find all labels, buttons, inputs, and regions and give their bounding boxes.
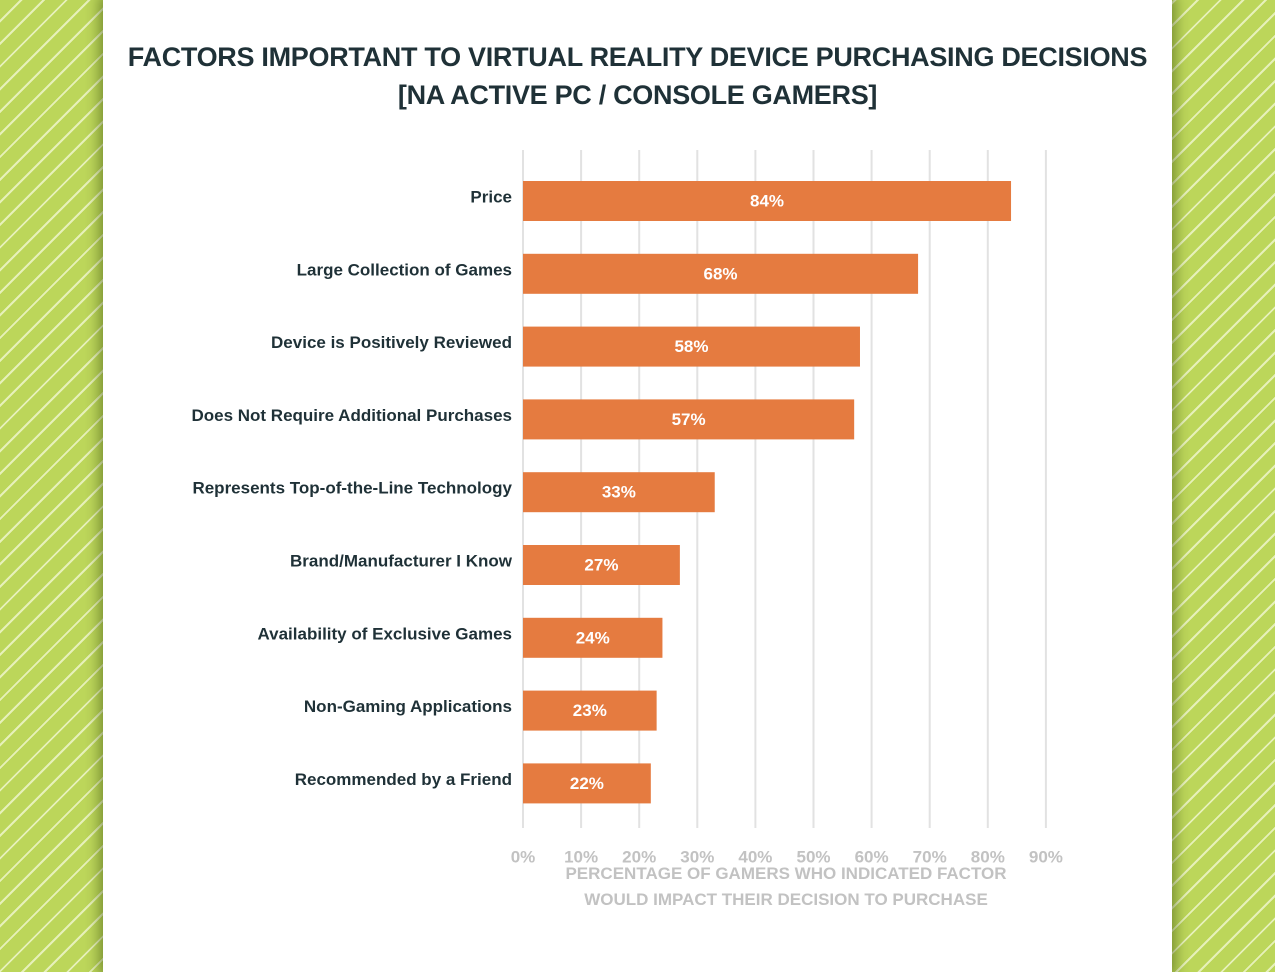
bar-value-label-5: 27% <box>584 555 618 574</box>
bar-7 <box>523 690 657 731</box>
x-tick-label-1: 10% <box>564 847 598 866</box>
category-label-8: Recommended by a Friend <box>295 770 512 789</box>
x-axis-title-line-1: PERCENTAGE OF GAMERS WHO INDICATED FACTO… <box>565 864 1007 883</box>
bar-1 <box>523 253 919 294</box>
category-label-2: Device is Positively Reviewed <box>271 333 512 352</box>
bar-value-label-8: 22% <box>570 774 604 793</box>
x-tick-label-8: 80% <box>971 847 1005 866</box>
x-tick-label-6: 60% <box>855 847 889 866</box>
bar-6 <box>523 617 663 658</box>
bar-2 <box>523 326 860 367</box>
chart-title-line-2: [NA ACTIVE PC / CONSOLE GAMERS] <box>397 80 878 110</box>
bar-5 <box>523 545 680 585</box>
category-label-7: Non-Gaming Applications <box>304 697 512 716</box>
x-tick-label-0: 0% <box>511 847 536 866</box>
category-label-6: Availability of Exclusive Games <box>258 624 513 643</box>
bar-value-label-7: 23% <box>573 701 607 720</box>
bar-value-label-3: 57% <box>672 410 706 429</box>
chart-title-line-1: FACTORS IMPORTANT TO VIRTUAL REALITY DEV… <box>127 42 1148 72</box>
bar-value-label-0: 84% <box>750 191 784 210</box>
bar-value-label-2: 58% <box>674 337 708 356</box>
x-tick-label-3: 30% <box>680 847 714 866</box>
x-axis-title-line-2: WOULD IMPACT THEIR DECISION TO PURCHASE <box>584 890 988 909</box>
category-label-4: Represents Top-of-the-Line Technology <box>192 479 512 498</box>
category-label-5: Brand/Manufacturer I Know <box>290 551 513 570</box>
bar-value-label-4: 33% <box>602 483 636 502</box>
x-tick-label-7: 70% <box>913 847 947 866</box>
chart-title: FACTORS IMPORTANT TO VIRTUAL REALITY DEV… <box>0 38 1275 114</box>
bar-value-label-6: 24% <box>576 628 610 647</box>
x-tick-label-2: 20% <box>622 847 656 866</box>
category-label-1: Large Collection of Games <box>297 260 512 279</box>
bar-8 <box>523 763 651 804</box>
x-tick-label-4: 40% <box>738 847 772 866</box>
bar-3 <box>523 399 855 440</box>
bar-0 <box>523 181 1012 221</box>
bar-4 <box>523 472 715 513</box>
category-label-3: Does Not Require Additional Purchases <box>191 406 512 425</box>
bar-value-label-1: 68% <box>704 264 738 283</box>
category-label-0: Price <box>470 187 512 206</box>
x-tick-label-9: 90% <box>1029 847 1063 866</box>
x-axis-title: PERCENTAGE OF GAMERS WHO INDICATED FACTO… <box>520 861 1052 913</box>
x-tick-label-5: 50% <box>796 847 830 866</box>
